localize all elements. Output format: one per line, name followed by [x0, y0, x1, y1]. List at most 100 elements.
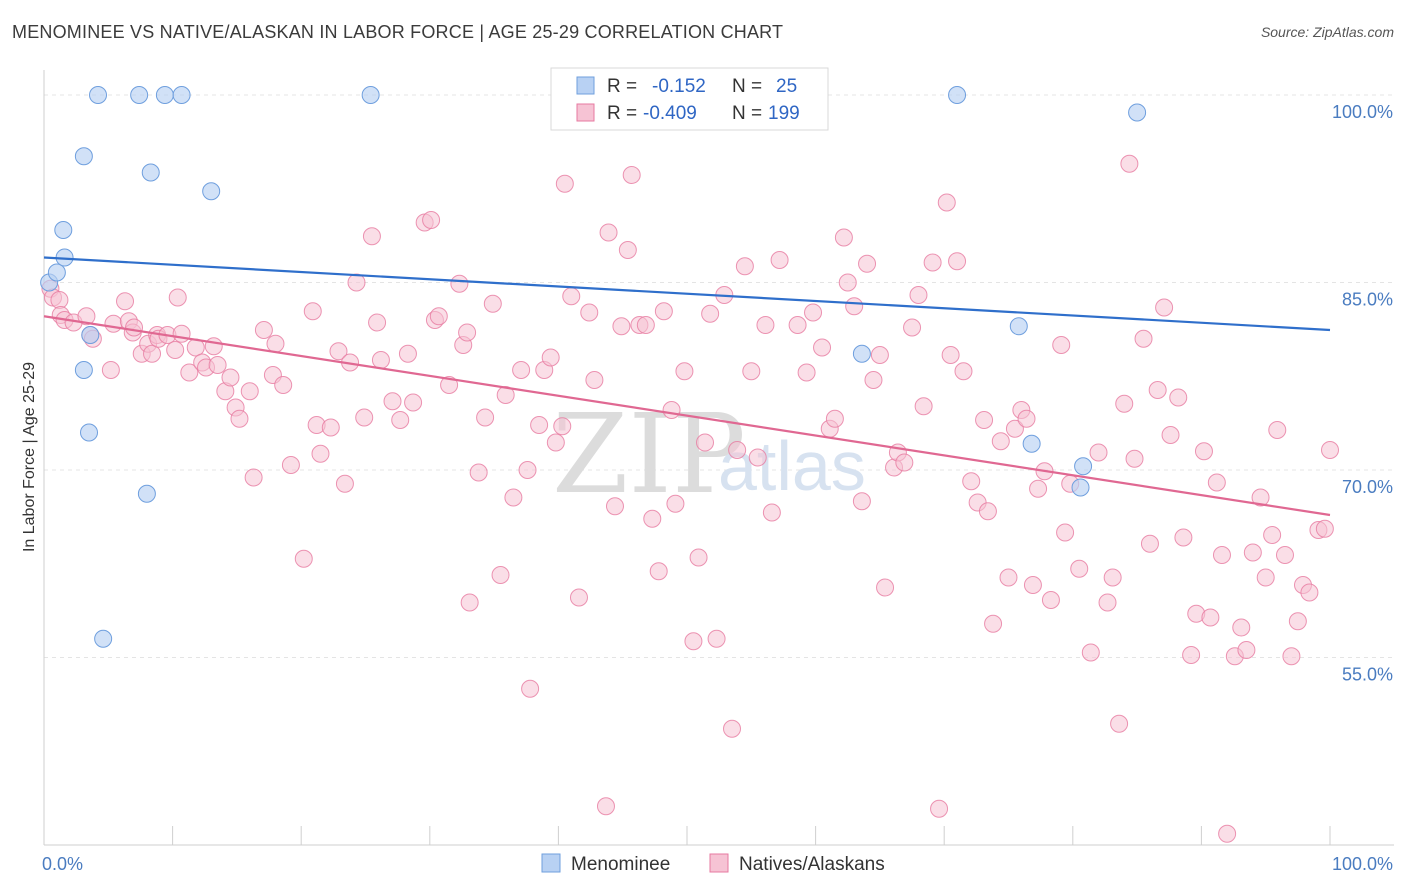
source-label: Source: ZipAtlas.com — [1260, 24, 1394, 40]
natives-point — [689, 548, 708, 567]
legend-box — [550, 67, 829, 131]
natives-point — [404, 393, 423, 412]
menominee-point — [89, 86, 108, 104]
natives-point — [622, 166, 641, 184]
natives-point — [1081, 643, 1100, 662]
natives-point — [230, 409, 249, 428]
natives-point — [101, 361, 120, 379]
natives-point — [825, 409, 844, 428]
natives-point — [116, 292, 135, 311]
bottom-legend-swatch-menominee — [541, 853, 561, 873]
natives-point — [294, 549, 313, 568]
bottom-legend-swatch-natives — [709, 853, 729, 873]
natives-point — [941, 346, 960, 364]
natives-point — [1207, 473, 1226, 492]
natives-point — [1282, 647, 1301, 666]
natives-point — [1120, 154, 1139, 173]
natives-point — [770, 251, 789, 269]
menominee-point — [1074, 457, 1093, 476]
natives-point — [1005, 419, 1024, 438]
menominee-point — [80, 423, 99, 442]
y-axis-label: In Labor Force | Age 25-29 — [21, 362, 38, 552]
natives-point — [1155, 298, 1174, 317]
legend-n-label-1: N = — [732, 76, 762, 97]
natives-point — [204, 337, 223, 356]
natives-point — [962, 472, 981, 491]
natives-point — [649, 562, 668, 581]
natives-point — [254, 321, 273, 339]
natives-point — [728, 441, 747, 459]
natives-point — [1300, 583, 1319, 602]
x-ticks — [43, 826, 1331, 845]
watermark-atlas: atlas — [718, 427, 866, 505]
natives-point — [701, 304, 720, 323]
grid-lines — [44, 94, 1394, 658]
y-tick-label-100: 100.0% — [1332, 102, 1393, 122]
legend-n-value-1: 25 — [776, 76, 797, 97]
natives-point — [429, 307, 448, 326]
natives-point — [125, 318, 144, 337]
watermark-zip: ZIP — [552, 390, 746, 518]
x-tick-label-min: 0.0% — [42, 854, 83, 874]
natives-point — [1029, 479, 1048, 498]
natives-point — [605, 497, 624, 516]
natives-point — [440, 376, 459, 394]
natives-point — [518, 461, 537, 479]
menominee-trend-line — [43, 256, 1331, 332]
natives-point — [991, 432, 1010, 451]
natives-point — [562, 287, 581, 306]
natives-point — [999, 568, 1018, 587]
natives-point — [852, 492, 871, 511]
natives-point — [797, 363, 816, 382]
natives-point — [930, 799, 949, 818]
natives-point — [476, 408, 495, 427]
natives-point — [756, 316, 775, 334]
legend-r-value-1: -0.152 — [652, 76, 706, 97]
menominee-point — [130, 86, 149, 104]
natives-point — [838, 273, 857, 292]
natives-point — [948, 252, 967, 271]
natives-point — [1110, 714, 1129, 733]
natives-point — [329, 342, 348, 361]
natives-point — [491, 566, 510, 584]
natives-point — [1288, 612, 1307, 631]
natives-point — [422, 211, 441, 229]
natives-point — [77, 307, 96, 326]
natives-point — [1103, 568, 1122, 587]
y-tick-label-85: 85.0% — [1342, 290, 1393, 310]
menominee-point — [155, 86, 174, 104]
natives-point — [903, 318, 922, 337]
natives-point — [1056, 523, 1075, 542]
natives-point — [104, 314, 123, 333]
natives-point — [1182, 646, 1201, 664]
natives-point — [368, 313, 387, 332]
natives-point — [483, 294, 502, 313]
natives-point — [1115, 394, 1134, 413]
natives-point — [569, 588, 588, 607]
natives-point — [1232, 618, 1251, 637]
menominee-point — [47, 263, 66, 282]
natives-point — [618, 241, 637, 259]
menominee-point — [948, 86, 967, 104]
natives-point — [1268, 421, 1287, 439]
natives-point — [460, 593, 479, 612]
natives-point — [864, 371, 883, 389]
natives-point — [240, 382, 259, 401]
natives-point — [166, 341, 185, 359]
natives-point — [274, 376, 293, 394]
natives-point — [1237, 641, 1256, 659]
natives-point — [1089, 443, 1108, 462]
natives-point — [391, 411, 410, 429]
menominee-point — [172, 86, 191, 104]
natives-point — [180, 363, 199, 382]
natives-point — [303, 302, 322, 321]
x-tick-label-max: 100.0% — [1332, 854, 1393, 874]
natives-point — [1041, 591, 1060, 609]
natives-point — [975, 411, 994, 429]
menominee-point — [1071, 478, 1090, 497]
natives-point — [762, 503, 781, 522]
menominee-point — [74, 361, 93, 379]
series-legend: Menominee Natives/Alaskans — [541, 853, 885, 875]
menominee-point — [1022, 434, 1041, 453]
